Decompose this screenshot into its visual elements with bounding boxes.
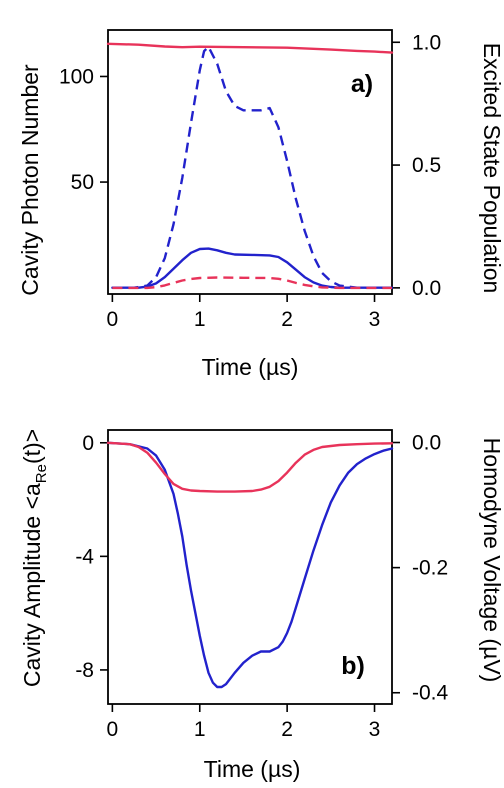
panel-b-left-axis-label-main: Cavity Amplitude <a bbox=[19, 483, 45, 687]
x-tick-label: 1 bbox=[194, 718, 206, 741]
series-line-3 bbox=[112, 276, 392, 290]
left-y-tick-label: 100 bbox=[59, 65, 94, 88]
panel-a-frame bbox=[107, 29, 393, 295]
x-tick-label: 0 bbox=[107, 308, 119, 331]
x-tick-label: 3 bbox=[369, 718, 381, 741]
panel-b-letter: b) bbox=[341, 652, 365, 680]
panel-b-left-axis-label: Cavity Amplitude <aRe(t)> bbox=[19, 429, 50, 687]
x-tick-label: 3 bbox=[369, 308, 381, 331]
panel-a-left-axis-label: Cavity Photon Number bbox=[17, 64, 43, 296]
panel-b-right-axis-label: Homodyne Voltage (µV) bbox=[479, 438, 504, 683]
right-y-tick-label: 0.0 bbox=[412, 432, 441, 455]
series-line-4 bbox=[106, 42, 394, 54]
panel-a: 0 1 2 3 50 100 0.0 0.5 1.0 a) Time (µs) Cavity P… bbox=[17, 29, 504, 380]
left-y-tick-label: 0 bbox=[82, 432, 94, 455]
series-line-2 bbox=[111, 247, 394, 289]
right-y-tick-label: -0.2 bbox=[412, 557, 448, 580]
panel-b: 0 1 2 3 0 -4 -8 0.0 -0.2 -0.4 b) Time (µs) Cavity… bbox=[19, 429, 504, 782]
panel-a-right-axis-label: Excited State Population bbox=[479, 43, 504, 294]
x-tick-label: 1 bbox=[194, 308, 206, 331]
panel-b-x-axis-label: Time (µs) bbox=[204, 756, 301, 782]
panel-b-left-axis-label-sub: Re bbox=[33, 464, 50, 483]
x-tick-label: 2 bbox=[281, 718, 293, 741]
left-y-tick-label: -8 bbox=[75, 659, 94, 682]
series-line-1 bbox=[106, 441, 394, 689]
left-y-tick-label: -4 bbox=[75, 545, 94, 568]
x-tick-label: 2 bbox=[281, 308, 293, 331]
panel-b-ticks: 0 1 2 3 0 -4 -8 0.0 -0.2 -0.4 bbox=[75, 432, 448, 741]
series-line-2 bbox=[106, 441, 394, 493]
panel-b-series bbox=[106, 441, 394, 689]
panel-a-letter: a) bbox=[351, 70, 373, 98]
panel-b-left-axis-label-tail: (t)> bbox=[19, 429, 45, 464]
right-y-tick-label: -0.4 bbox=[412, 682, 449, 705]
x-tick-label: 0 bbox=[107, 718, 119, 741]
left-y-tick-label: 50 bbox=[71, 171, 94, 194]
right-y-tick-label: 0.0 bbox=[412, 277, 441, 300]
panel-a-x-axis-label: Time (µs) bbox=[202, 354, 299, 380]
right-y-tick-label: 1.0 bbox=[412, 31, 441, 54]
series-line-1 bbox=[112, 45, 392, 289]
right-y-tick-label: 0.5 bbox=[412, 154, 441, 177]
panel-a-series bbox=[106, 42, 394, 290]
panel-a-ticks: 0 1 2 3 50 100 0.0 0.5 1.0 bbox=[59, 31, 441, 331]
